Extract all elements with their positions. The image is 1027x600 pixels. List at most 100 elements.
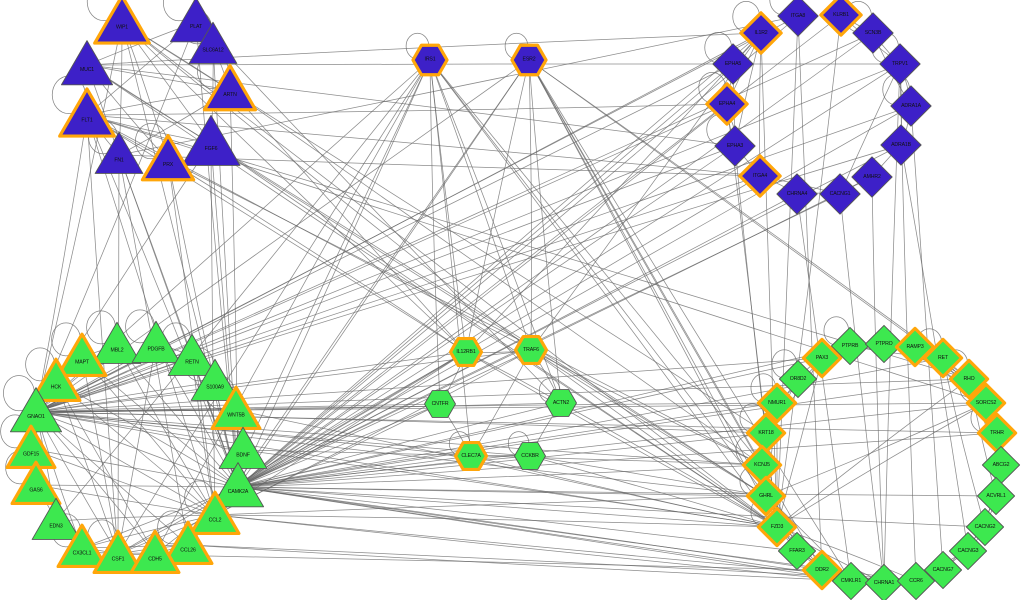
graph-node[interactable]: CNTFR — [416, 380, 464, 428]
graph-node[interactable]: CCR6 — [887, 552, 945, 600]
graph-edge — [214, 59, 530, 516]
graph-edge — [35, 114, 88, 413]
hexagon-node-icon — [545, 389, 577, 417]
graph-edge — [86, 114, 761, 177]
diamond-node-icon — [896, 561, 936, 600]
diamond-node-icon — [864, 563, 904, 600]
graph-edge — [237, 486, 778, 528]
triangle-node-icon — [202, 63, 258, 112]
graph-edge — [118, 154, 239, 488]
graph-edge — [237, 486, 885, 584]
diamond-node-icon — [851, 156, 893, 198]
triangle-node-icon — [181, 114, 241, 166]
graph-edge — [429, 59, 532, 351]
graph-edge — [86, 114, 467, 353]
hexagon-node-icon — [513, 334, 549, 366]
graph-edge — [214, 514, 778, 528]
graph-edge — [55, 381, 239, 488]
graph-edge — [121, 21, 467, 353]
graph-edge — [796, 193, 852, 582]
graph-node[interactable]: PRX — [132, 124, 204, 196]
graph-edge — [210, 142, 778, 528]
graph-edge — [167, 159, 467, 353]
triangle-node-icon — [31, 497, 81, 540]
graph-node[interactable]: ACTN2 — [537, 379, 585, 427]
graph-edge — [871, 176, 885, 584]
graph-edge — [839, 193, 885, 584]
graph-edge — [35, 411, 767, 497]
graph-edge — [187, 544, 852, 582]
graph-edge — [81, 356, 119, 555]
graph-edge — [154, 59, 431, 555]
graph-edge — [237, 486, 986, 528]
hexagon-node-icon — [448, 336, 484, 368]
graph-node[interactable]: CCKBR — [506, 432, 554, 480]
graph-node[interactable]: CDH5 — [121, 520, 188, 587]
graph-edge — [237, 402, 987, 488]
graph-edge — [86, 114, 119, 555]
triangle-node-icon — [58, 87, 116, 138]
graph-edge — [55, 381, 156, 555]
graph-edge — [237, 486, 798, 552]
diamond-node-icon — [756, 382, 798, 424]
triangle-node-icon — [211, 462, 265, 508]
graph-edge — [86, 64, 767, 497]
graph-node[interactable]: CLEC7A — [447, 432, 495, 480]
graph-edge — [167, 159, 239, 488]
diamond-node-icon — [965, 507, 1005, 547]
graph-edge — [530, 349, 767, 497]
graph-edge — [55, 381, 119, 555]
graph-edge — [237, 63, 901, 488]
diamond-node-icon — [819, 173, 861, 215]
diamond-node-icon — [976, 476, 1016, 516]
graph-edge — [237, 15, 799, 488]
hexagon-node-icon — [453, 440, 489, 472]
triangle-node-icon — [10, 460, 62, 506]
graph-node[interactable]: IL12RB1 — [442, 328, 490, 376]
graph-edge — [35, 103, 728, 413]
diamond-node-icon — [948, 531, 988, 571]
graph-edge — [210, 142, 216, 516]
graph-edge — [86, 63, 901, 66]
triangle-node-icon — [162, 520, 214, 566]
triangle-node-icon — [56, 332, 108, 378]
triangle-node-icon — [92, 321, 142, 364]
graph-node[interactable]: IRS1 — [404, 34, 457, 87]
hexagon-node-icon — [514, 442, 546, 470]
triangle-node-icon — [5, 424, 57, 470]
graph-edge — [195, 21, 562, 404]
triangle-node-icon — [188, 21, 238, 64]
graph-edge — [529, 455, 778, 528]
graph-edge — [528, 59, 944, 359]
graph-edge — [35, 402, 778, 413]
graph-edge — [465, 351, 778, 528]
graph-node[interactable]: CACNG1 — [809, 163, 871, 225]
graph-edge — [237, 103, 728, 488]
diamond-node-icon — [965, 382, 1007, 424]
graph-edge — [237, 486, 997, 497]
graph-edge — [242, 449, 778, 528]
graph-edge — [910, 105, 944, 571]
graph-edge — [765, 402, 987, 497]
graph-edge — [429, 59, 441, 405]
graph-edge — [35, 411, 763, 466]
diamond-node-icon — [756, 506, 798, 548]
graph-edge — [237, 432, 998, 488]
graph-edge — [117, 59, 431, 555]
graph-edge — [237, 378, 970, 488]
graph-edge — [35, 402, 987, 413]
graph-node[interactable]: ESR2 — [503, 34, 556, 87]
graph-edge — [797, 15, 823, 571]
graph-edge — [237, 59, 530, 488]
graph-node[interactable]: TRAF6 — [507, 326, 555, 374]
graph-edge — [237, 349, 532, 488]
graph-edge — [35, 356, 193, 413]
graph-edge — [237, 464, 763, 488]
triangle-node-icon — [56, 523, 108, 569]
diamond-node-icon — [890, 85, 932, 127]
triangle-node-icon — [94, 131, 144, 174]
diamond-node-icon — [714, 125, 756, 167]
graph-edge — [560, 402, 778, 528]
graph-edge — [35, 21, 123, 413]
graph-edge — [35, 21, 197, 413]
